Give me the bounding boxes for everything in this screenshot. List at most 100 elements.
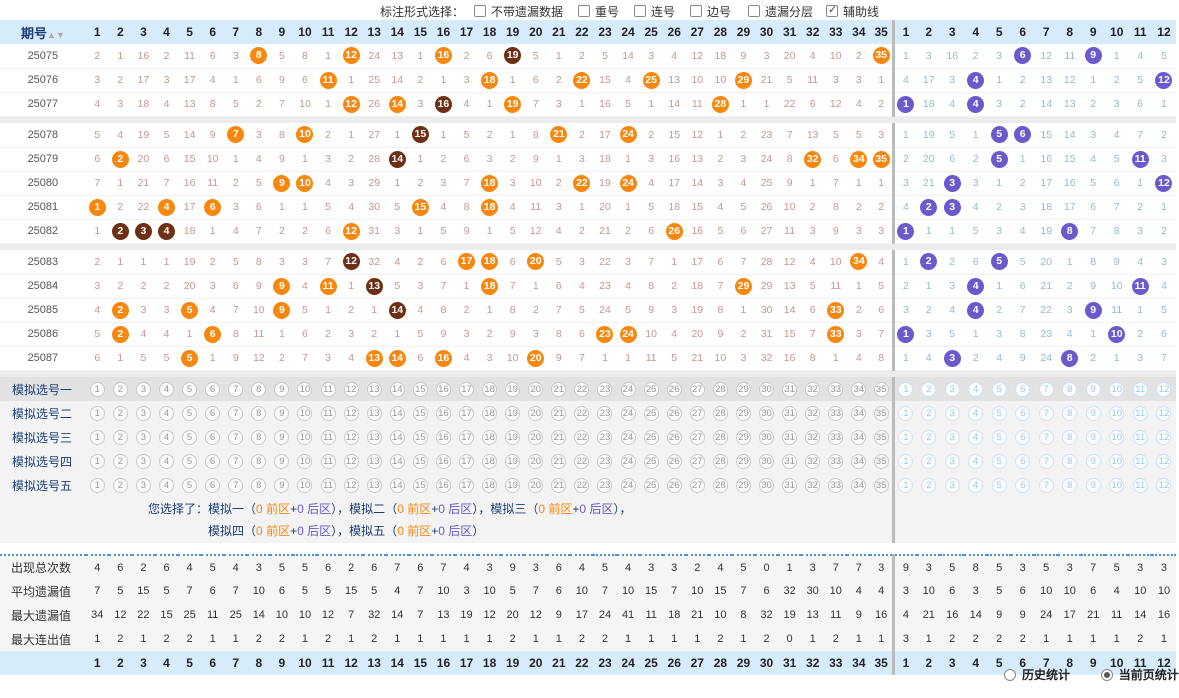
simulate-front-ball[interactable]: 33 bbox=[828, 429, 844, 445]
simulate-front-ball[interactable]: 25 bbox=[643, 477, 659, 493]
simulate-back-ball[interactable]: 11 bbox=[1132, 429, 1148, 445]
simulate-front-ball[interactable]: 2 bbox=[112, 405, 128, 421]
simulate-front-ball[interactable]: 19 bbox=[505, 381, 521, 397]
simulate-front-ball[interactable]: 35 bbox=[873, 477, 889, 493]
simulate-front-ball[interactable]: 10 bbox=[297, 381, 313, 397]
simulate-front-ball[interactable]: 20 bbox=[528, 453, 544, 469]
simulate-front-ball[interactable]: 10 bbox=[297, 453, 313, 469]
simulate-front-ball[interactable]: 28 bbox=[712, 405, 728, 421]
simulate-front-ball[interactable]: 35 bbox=[873, 381, 889, 397]
simulate-front-ball[interactable]: 2 bbox=[112, 429, 128, 445]
simulate-front-ball[interactable]: 34 bbox=[851, 381, 867, 397]
simulate-front-ball[interactable]: 30 bbox=[759, 453, 775, 469]
simulate-front-ball[interactable]: 14 bbox=[389, 429, 405, 445]
simulate-front-ball[interactable]: 21 bbox=[551, 405, 567, 421]
simulate-front-ball[interactable]: 34 bbox=[851, 405, 867, 421]
simulate-back-ball[interactable]: 4 bbox=[968, 381, 984, 397]
simulate-back-ball[interactable]: 9 bbox=[1085, 453, 1101, 469]
simulate-back-ball[interactable]: 1 bbox=[898, 381, 914, 397]
simulate-front-ball[interactable]: 19 bbox=[505, 453, 521, 469]
simulate-front-ball[interactable]: 29 bbox=[735, 381, 751, 397]
simulate-front-ball[interactable]: 13 bbox=[366, 381, 382, 397]
simulate-front-ball[interactable]: 14 bbox=[389, 405, 405, 421]
simulate-back-ball[interactable]: 2 bbox=[921, 477, 937, 493]
simulate-front-ball[interactable]: 6 bbox=[205, 381, 221, 397]
simulate-front-ball[interactable]: 18 bbox=[482, 477, 498, 493]
simulate-front-ball[interactable]: 10 bbox=[297, 405, 313, 421]
simulate-back-ball[interactable]: 3 bbox=[944, 405, 960, 421]
simulate-front-ball[interactable]: 31 bbox=[782, 405, 798, 421]
simulate-front-ball[interactable]: 29 bbox=[735, 477, 751, 493]
simulate-front-ball[interactable]: 28 bbox=[712, 453, 728, 469]
simulate-front-ball[interactable]: 27 bbox=[689, 429, 705, 445]
simulate-back-ball[interactable]: 4 bbox=[968, 477, 984, 493]
simulate-back-ball[interactable]: 5 bbox=[991, 381, 1007, 397]
simulate-front-ball[interactable]: 27 bbox=[689, 453, 705, 469]
simulate-back-ball[interactable]: 11 bbox=[1132, 477, 1148, 493]
simulate-front-ball[interactable]: 9 bbox=[274, 453, 290, 469]
simulate-front-ball[interactable]: 12 bbox=[343, 453, 359, 469]
simulate-front-ball[interactable]: 11 bbox=[320, 381, 336, 397]
simulate-back-ball[interactable]: 12 bbox=[1156, 477, 1172, 493]
simulate-front-ball[interactable]: 32 bbox=[805, 453, 821, 469]
radio-selected-icon[interactable] bbox=[1100, 669, 1113, 681]
simulate-front-ball[interactable]: 12 bbox=[343, 381, 359, 397]
simulate-front-ball[interactable]: 3 bbox=[135, 453, 151, 469]
simulate-front-ball[interactable]: 26 bbox=[666, 381, 682, 397]
simulate-front-ball[interactable]: 11 bbox=[320, 453, 336, 469]
simulate-back-ball[interactable]: 10 bbox=[1109, 453, 1125, 469]
simulate-back-ball[interactable]: 5 bbox=[991, 453, 1007, 469]
simulate-front-ball[interactable]: 32 bbox=[805, 405, 821, 421]
simulate-front-ball[interactable]: 31 bbox=[782, 381, 798, 397]
simulate-front-ball[interactable]: 23 bbox=[597, 477, 613, 493]
simulate-back-ball[interactable]: 8 bbox=[1062, 477, 1078, 493]
simulate-front-ball[interactable]: 9 bbox=[274, 405, 290, 421]
simulate-front-ball[interactable]: 31 bbox=[782, 429, 798, 445]
simulate-back-ball[interactable]: 1 bbox=[898, 429, 914, 445]
option-guide-line[interactable]: 辅助线 bbox=[826, 3, 879, 20]
simulate-front-ball[interactable]: 20 bbox=[528, 381, 544, 397]
simulate-back-ball[interactable]: 2 bbox=[921, 405, 937, 421]
simulate-front-ball[interactable]: 16 bbox=[435, 381, 451, 397]
simulate-back-ball[interactable]: 3 bbox=[944, 381, 960, 397]
simulate-front-ball[interactable]: 6 bbox=[205, 405, 221, 421]
checkbox-icon[interactable] bbox=[748, 5, 760, 17]
simulate-front-ball[interactable]: 25 bbox=[643, 381, 659, 397]
radio-history[interactable]: 历史统计 bbox=[1004, 668, 1070, 682]
simulate-back-ball[interactable]: 9 bbox=[1085, 429, 1101, 445]
simulate-front-ball[interactable]: 23 bbox=[597, 381, 613, 397]
simulate-back-ball[interactable]: 8 bbox=[1062, 381, 1078, 397]
simulate-front-ball[interactable]: 32 bbox=[805, 381, 821, 397]
sort-arrows-icon[interactable]: ▲▼ bbox=[46, 29, 65, 40]
simulate-front-ball[interactable]: 31 bbox=[782, 477, 798, 493]
checkbox-icon[interactable] bbox=[634, 5, 646, 17]
simulate-back-ball[interactable]: 12 bbox=[1156, 381, 1172, 397]
simulate-front-ball[interactable]: 6 bbox=[205, 453, 221, 469]
simulate-front-ball[interactable]: 6 bbox=[205, 429, 221, 445]
simulate-front-ball[interactable]: 3 bbox=[135, 405, 151, 421]
simulate-back-ball[interactable]: 8 bbox=[1062, 429, 1078, 445]
simulate-front-ball[interactable]: 27 bbox=[689, 405, 705, 421]
simulate-back-ball[interactable]: 9 bbox=[1085, 381, 1101, 397]
simulate-front-ball[interactable]: 10 bbox=[297, 477, 313, 493]
simulate-front-ball[interactable]: 35 bbox=[873, 405, 889, 421]
simulate-front-ball[interactable]: 5 bbox=[182, 429, 198, 445]
simulate-front-ball[interactable]: 17 bbox=[459, 405, 475, 421]
simulate-front-ball[interactable]: 17 bbox=[459, 429, 475, 445]
simulate-front-ball[interactable]: 16 bbox=[435, 477, 451, 493]
simulate-back-ball[interactable]: 2 bbox=[921, 429, 937, 445]
simulate-front-ball[interactable]: 21 bbox=[551, 453, 567, 469]
simulate-front-ball[interactable]: 1 bbox=[89, 429, 105, 445]
simulate-front-ball[interactable]: 22 bbox=[574, 453, 590, 469]
simulate-front-ball[interactable]: 17 bbox=[459, 381, 475, 397]
simulate-front-ball[interactable]: 11 bbox=[320, 405, 336, 421]
simulate-front-ball[interactable]: 7 bbox=[228, 381, 244, 397]
period-header[interactable]: 期号▲▼ bbox=[0, 20, 86, 44]
simulate-front-ball[interactable]: 4 bbox=[159, 381, 174, 397]
simulate-front-ball[interactable]: 3 bbox=[135, 429, 151, 445]
simulate-front-ball[interactable]: 3 bbox=[135, 381, 151, 397]
simulate-back-ball[interactable]: 6 bbox=[1015, 477, 1031, 493]
simulate-front-ball[interactable]: 13 bbox=[366, 405, 382, 421]
simulate-front-ball[interactable]: 30 bbox=[759, 477, 775, 493]
simulate-back-ball[interactable]: 7 bbox=[1038, 453, 1054, 469]
